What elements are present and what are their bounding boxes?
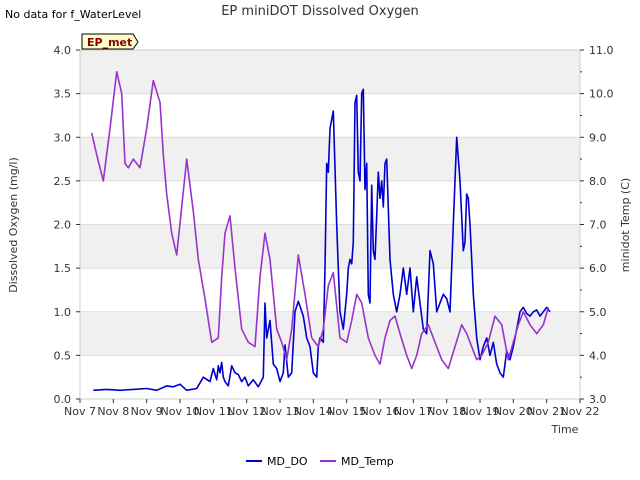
background-bands (80, 50, 580, 356)
site-badge: EP_met (81, 33, 139, 50)
x-tick-label-8: Nov 15 (327, 405, 366, 418)
left-tick-label-3: 1.5 (54, 262, 72, 275)
site-badge-shape (81, 33, 139, 50)
x-tick-label-13: Nov 20 (494, 405, 533, 418)
x-tick-label-5: Nov 12 (227, 405, 266, 418)
right-tick-label-6: 9.0 (589, 131, 607, 144)
x-axis-title: Time (551, 423, 579, 436)
left-tick-label-0: 0.0 (54, 393, 72, 406)
right-tick-label-3: 6.0 (589, 262, 607, 275)
x-tick-label-4: Nov 11 (194, 405, 233, 418)
x-tick-label-6: Nov 13 (261, 405, 300, 418)
right-tick-label-2: 5.0 (589, 306, 607, 319)
band-3 (80, 224, 580, 269)
x-tick-label-10: Nov 17 (394, 405, 433, 418)
legend-label-md-do: MD_DO (267, 455, 308, 468)
x-tick-label-7: Nov 14 (294, 405, 333, 418)
site-badge-label: EP_met (87, 36, 132, 49)
series-line-md-temp (90, 71, 550, 370)
right-tick-label-8: 11.0 (589, 44, 614, 57)
left-tick-label-1: 0.5 (54, 349, 72, 362)
left-tick-label-5: 2.5 (54, 175, 72, 188)
left-axis-title: Dissolved Oxygen (mg/l) (7, 157, 20, 292)
x-tick-label-9: Nov 16 (361, 405, 400, 418)
x-tick-label-14: Nov 21 (527, 405, 566, 418)
right-tick-label-1: 4.0 (589, 349, 607, 362)
left-tick-label-4: 2.0 (54, 219, 72, 232)
x-tick-label-2: Nov 9 (131, 405, 163, 418)
x-tick-label-3: Nov 10 (161, 405, 200, 418)
x-tick-label-15: Nov 22 (561, 405, 600, 418)
left-axis-ticks: 0.0 0.5 1.0 1.5 2.0 2.5 3.0 3.5 4.0 (54, 44, 80, 406)
x-tick-label-12: Nov 19 (461, 405, 500, 418)
x-tick-label-1: Nov 8 (97, 405, 129, 418)
no-data-note: No data for f_WaterLevel (5, 8, 141, 21)
legend: MD_DO MD_Temp (246, 455, 394, 468)
x-tick-label-11: Nov 18 (427, 405, 466, 418)
series-line-md-do (93, 88, 551, 392)
left-tick-label-2: 1.0 (54, 306, 72, 319)
right-tick-label-5: 8.0 (589, 175, 607, 188)
series-layer (90, 71, 551, 392)
left-tick-label-6: 3.0 (54, 131, 72, 144)
band-1 (80, 311, 580, 356)
left-tick-label-8: 4.0 (54, 44, 72, 57)
legend-label-md-temp: MD_Temp (341, 455, 394, 468)
right-tick-label-4: 7.0 (589, 219, 607, 232)
x-tick-label-0: Nov 7 (64, 405, 96, 418)
right-axis-ticks: 3.0 4.0 5.0 6.0 7.0 8.0 9.0 10.0 11.0 (580, 44, 614, 406)
band-7 (80, 50, 580, 94)
chart-title: EP miniDOT Dissolved Oxygen (221, 4, 419, 19)
right-axis-title: minidot Temp (C) (619, 178, 632, 272)
right-tick-label-0: 3.0 (589, 393, 607, 406)
left-tick-label-7: 3.5 (54, 88, 72, 101)
right-tick-label-7: 10.0 (589, 88, 614, 101)
